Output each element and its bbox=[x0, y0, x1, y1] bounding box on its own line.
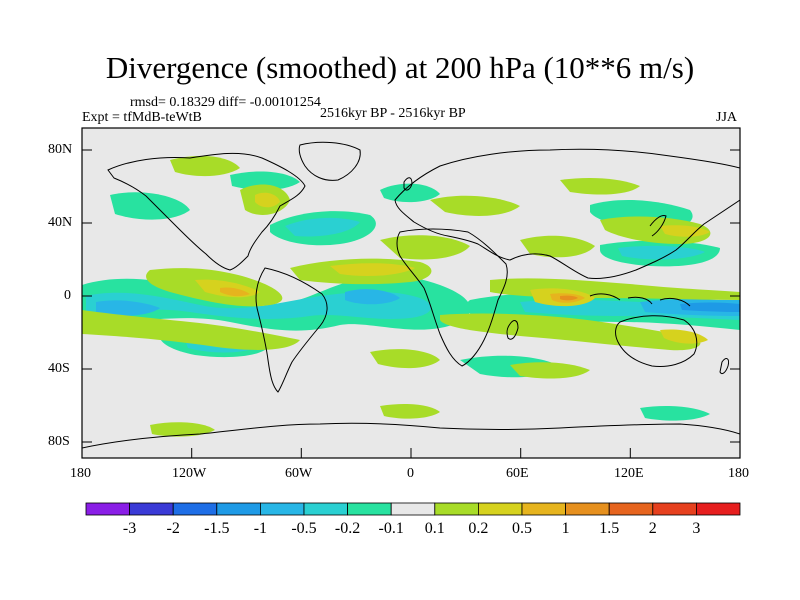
divergence-region bbox=[618, 245, 705, 260]
greenland-coastline bbox=[298, 141, 361, 181]
eurasia-coastline bbox=[394, 148, 740, 279]
colorbar bbox=[85, 502, 741, 516]
y-axis-ticks bbox=[82, 149, 740, 443]
australia-coastline bbox=[615, 315, 698, 367]
colorbar-label: 1.5 bbox=[599, 520, 620, 537]
colorbar-label: 0.5 bbox=[512, 520, 532, 537]
divergence-region bbox=[110, 192, 190, 220]
divergence-region bbox=[330, 263, 415, 276]
colorbar-swatch bbox=[85, 502, 130, 516]
colorbar-swatch bbox=[303, 502, 348, 516]
colorbar-label: -3 bbox=[122, 520, 137, 537]
divergence-region bbox=[560, 178, 640, 195]
colorbar-swatch bbox=[652, 502, 697, 516]
antarctica-coastline bbox=[82, 422, 740, 449]
divergence-region bbox=[230, 171, 300, 191]
colorbar-swatch bbox=[172, 502, 218, 516]
divergence-region bbox=[640, 406, 710, 421]
divergence-region bbox=[220, 287, 250, 297]
colorbar-label: 1 bbox=[561, 520, 570, 537]
divergence-region bbox=[285, 217, 360, 237]
colorbar-swatch bbox=[434, 502, 479, 516]
south-america-coastline bbox=[255, 267, 328, 393]
divergence-region bbox=[86, 291, 431, 319]
season-label: JJA bbox=[716, 110, 738, 125]
divergence-region bbox=[600, 216, 711, 244]
colorbar-swatch bbox=[129, 502, 174, 516]
divergence-region bbox=[680, 302, 740, 312]
divergence-field bbox=[82, 155, 740, 437]
madagascar-coastline bbox=[506, 320, 519, 340]
divergence-region bbox=[82, 310, 300, 350]
colorbar-label: 2 bbox=[648, 520, 657, 537]
experiment-label: Expt = tfMdB-teWtB bbox=[82, 110, 202, 125]
divergence-region bbox=[170, 155, 240, 177]
indonesia-coastline bbox=[589, 293, 691, 307]
divergence-region bbox=[255, 192, 280, 208]
divergence-region bbox=[560, 295, 578, 301]
colorbar-label: 0.1 bbox=[424, 520, 445, 537]
divergence-region bbox=[520, 235, 595, 258]
divergence-region bbox=[345, 289, 400, 305]
divergence-region bbox=[430, 195, 520, 216]
colorbar-label: -0.2 bbox=[334, 520, 361, 537]
colorbar-swatch bbox=[565, 502, 610, 516]
divergence-region bbox=[440, 313, 701, 351]
colorbar-label: -0.1 bbox=[378, 520, 404, 537]
colorbar-label: 0.2 bbox=[468, 520, 489, 537]
x-tick-label: 60E bbox=[506, 466, 529, 481]
colorbar-swatch bbox=[608, 502, 654, 516]
stats-text: rmsd= 0.18329 diff= -0.00101254 bbox=[130, 95, 321, 110]
x-tick-label: 120E bbox=[614, 466, 644, 481]
uk-coastline bbox=[403, 177, 413, 191]
colorbar-swatch bbox=[347, 502, 392, 516]
new-zealand-coastline bbox=[719, 358, 729, 375]
y-tick-label: 80N bbox=[48, 142, 73, 157]
x-tick-label: 180 bbox=[70, 466, 91, 481]
divergence-region bbox=[370, 349, 440, 369]
divergence-region bbox=[380, 235, 470, 260]
colorbar-label: -1.5 bbox=[204, 520, 230, 537]
y-tick-label: 40S bbox=[48, 361, 70, 376]
coastlines bbox=[82, 141, 740, 449]
colorbar-swatch bbox=[477, 502, 523, 516]
divergence-region bbox=[660, 225, 710, 237]
colorbar-swatch bbox=[390, 502, 436, 516]
divergence-region bbox=[150, 422, 215, 437]
x-axis-ticks bbox=[81, 448, 741, 458]
y-tick-label: 80S bbox=[48, 434, 70, 449]
colorbar-swatch bbox=[696, 502, 741, 516]
y-tick-label: 0 bbox=[64, 288, 71, 303]
x-tick-label: 120W bbox=[172, 466, 207, 481]
north-america-coastline bbox=[107, 152, 306, 271]
y-tick-label: 40N bbox=[48, 215, 73, 230]
x-tick-label: 0 bbox=[407, 466, 414, 481]
japan-coastline bbox=[649, 215, 667, 237]
colorbar-swatch bbox=[216, 502, 261, 516]
plot-title: Divergence (smoothed) at 200 hPa (10**6 … bbox=[105, 50, 695, 85]
period-label: 2516kyr BP - 2516kyr BP bbox=[320, 106, 466, 121]
divergence-region bbox=[510, 362, 590, 379]
colorbar-swatch bbox=[259, 502, 305, 516]
africa-coastline bbox=[396, 228, 508, 367]
divergence-region bbox=[660, 329, 708, 344]
divergence-region bbox=[96, 300, 160, 316]
colorbar-label: -0.5 bbox=[291, 520, 317, 537]
divergence-region bbox=[380, 404, 440, 419]
divergence-region bbox=[380, 183, 440, 203]
colorbar-label: -1 bbox=[253, 520, 268, 537]
colorbar-label: 3 bbox=[692, 520, 701, 537]
colorbar-label: -2 bbox=[166, 520, 180, 537]
x-tick-label: 180 bbox=[728, 466, 749, 481]
x-tick-label: 60W bbox=[285, 466, 313, 481]
colorbar-swatch bbox=[521, 502, 566, 516]
